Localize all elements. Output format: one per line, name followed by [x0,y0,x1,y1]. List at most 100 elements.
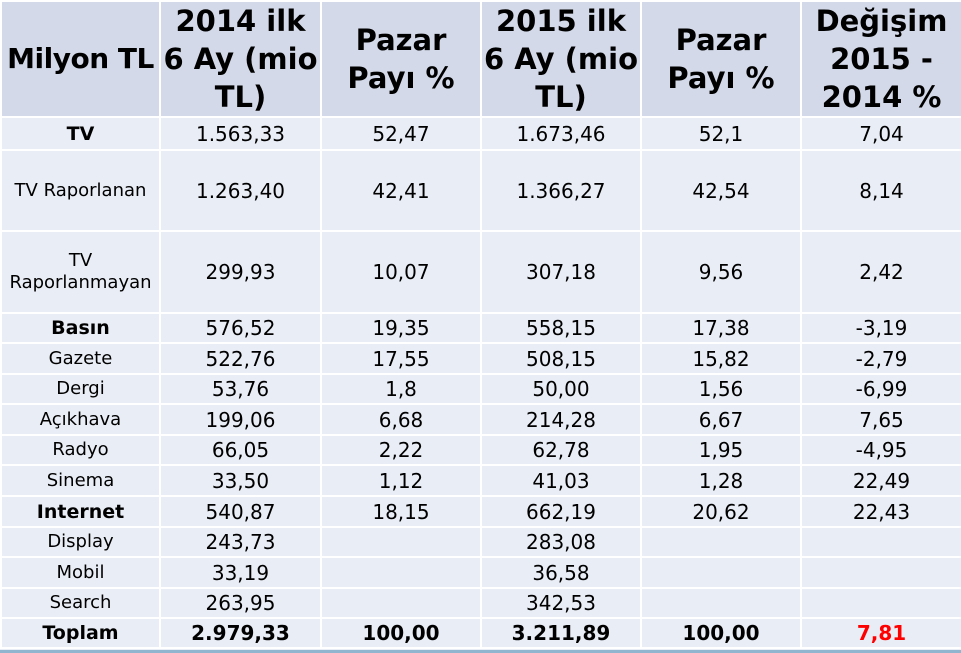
cell-2014-amount: 199,06 [159,403,322,436]
cell-2015-amount: 508,15 [480,342,642,375]
cell-2015-amount: 36,58 [480,556,642,589]
table-row: TV 1.563,33 52,47 1.673,46 52,1 7,04 [0,116,961,151]
cell-2014-amount: 576,52 [159,312,322,344]
cell-2014-share: 10,07 [320,230,482,314]
cell-2015-share: 52,1 [640,116,802,151]
cell-2014-amount: 33,50 [159,464,322,497]
cell-change: -2,79 [800,342,961,375]
total-row: Toplam 2.979,33 100,00 3.211,89 100,00 7… [0,617,961,649]
header-2015-amount: 2015 ilk 6 Ay (mio TL) [480,0,642,118]
header-2014-share: Pazar Payı % [320,0,482,118]
cell-2014-share: 1,8 [320,373,482,405]
cell-2015-amount: 1.673,46 [480,116,642,151]
cell-2015-share: 42,54 [640,149,802,232]
cell-2014-amount: 1.263,40 [159,149,322,232]
cell-2015-share [640,587,802,619]
cell-2014-amount: 522,76 [159,342,322,375]
cell-2015-amount: 662,19 [480,495,642,528]
cell-2014-amount: 299,93 [159,230,322,314]
cell-2014-share: 18,15 [320,495,482,528]
table-row: Display 243,73 283,08 [0,526,961,558]
cell-2014-share [320,587,482,619]
cell-2014-amount: 540,87 [159,495,322,528]
cell-2015-share: 9,56 [640,230,802,314]
cell-2014-share [320,526,482,558]
table-row: Internet 540,87 18,15 662,19 20,62 22,43 [0,495,961,528]
row-label: Search [0,587,161,619]
cell-2014-amount: 263,95 [159,587,322,619]
cell-2015-amount: 283,08 [480,526,642,558]
bottom-divider [0,650,961,653]
table-row: Radyo 66,05 2,22 62,78 1,95 -4,95 [0,434,961,466]
table-row: Gazete 522,76 17,55 508,15 15,82 -2,79 [0,342,961,375]
cell-2015-share: 100,00 [640,617,802,649]
cell-change [800,556,961,589]
header-2014-amount: 2014 ilk 6 Ay (mio TL) [159,0,322,118]
cell-2014-amount: 2.979,33 [159,617,322,649]
cell-2014-amount: 1.563,33 [159,116,322,151]
cell-2014-share: 52,47 [320,116,482,151]
row-label: Display [0,526,161,558]
cell-2015-amount: 50,00 [480,373,642,405]
table-row: TV Raporlanmayan 299,93 10,07 307,18 9,5… [0,230,961,314]
cell-2014-share: 100,00 [320,617,482,649]
table-row: Açıkhava 199,06 6,68 214,28 6,67 7,65 [0,403,961,436]
header-milyon-tl: Milyon TL [0,0,161,118]
cell-2015-share: 17,38 [640,312,802,344]
header-row: Milyon TL 2014 ilk 6 Ay (mio TL) Pazar P… [0,0,961,118]
cell-2015-amount: 62,78 [480,434,642,466]
cell-change-total: 7,81 [800,617,961,649]
cell-2014-amount: 243,73 [159,526,322,558]
row-label: Sinema [0,464,161,497]
table-row: TV Raporlanan 1.263,40 42,41 1.366,27 42… [0,149,961,232]
cell-2015-amount: 3.211,89 [480,617,642,649]
cell-change: -4,95 [800,434,961,466]
cell-change [800,526,961,558]
row-label: TV Raporlanmayan [0,230,161,314]
cell-2014-share: 42,41 [320,149,482,232]
cell-2015-share: 15,82 [640,342,802,375]
cell-2015-share: 1,95 [640,434,802,466]
cell-change: 7,65 [800,403,961,436]
cell-2015-amount: 558,15 [480,312,642,344]
row-label: Dergi [0,373,161,405]
row-label: TV [0,116,161,151]
row-label: Radyo [0,434,161,466]
cell-2014-share: 17,55 [320,342,482,375]
cell-change: 7,04 [800,116,961,151]
cell-2014-amount: 33,19 [159,556,322,589]
cell-2015-amount: 342,53 [480,587,642,619]
cell-2014-amount: 53,76 [159,373,322,405]
cell-2015-amount: 1.366,27 [480,149,642,232]
table-row: Search 263,95 342,53 [0,587,961,619]
row-label: TV Raporlanan [0,149,161,232]
cell-change [800,587,961,619]
cell-2015-amount: 214,28 [480,403,642,436]
cell-change: 22,43 [800,495,961,528]
cell-2015-share [640,526,802,558]
cell-2014-share: 6,68 [320,403,482,436]
header-2015-share: Pazar Payı % [640,0,802,118]
cell-2015-amount: 307,18 [480,230,642,314]
cell-change: -6,99 [800,373,961,405]
table-row: Basın 576,52 19,35 558,15 17,38 -3,19 [0,312,961,344]
row-label: Gazete [0,342,161,375]
row-label: Açıkhava [0,403,161,436]
cell-2014-share: 1,12 [320,464,482,497]
cell-2014-share: 19,35 [320,312,482,344]
cell-2014-share [320,556,482,589]
table-row: Mobil 33,19 36,58 [0,556,961,589]
cell-2015-share: 1,56 [640,373,802,405]
cell-change: 2,42 [800,230,961,314]
cell-change: 8,14 [800,149,961,232]
header-change: Değişim 2015 - 2014 % [800,0,961,118]
cell-2014-share: 2,22 [320,434,482,466]
table-row: Dergi 53,76 1,8 50,00 1,56 -6,99 [0,373,961,405]
cell-2015-amount: 41,03 [480,464,642,497]
cell-change: 22,49 [800,464,961,497]
cell-2015-share [640,556,802,589]
row-label: Internet [0,495,161,528]
cell-2014-amount: 66,05 [159,434,322,466]
